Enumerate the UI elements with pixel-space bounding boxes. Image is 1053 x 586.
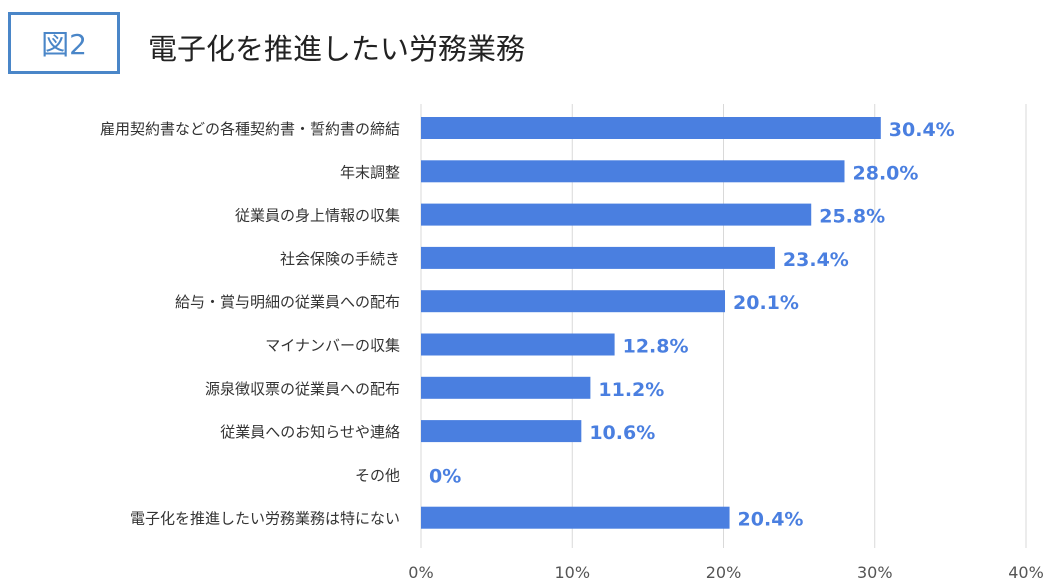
category-label: 電子化を推進したい労務業務は特にない [130,510,400,528]
chart-title: 電子化を推進したい労務業務 [148,32,526,66]
value-label: 11.2% [598,379,664,401]
x-tick-label: 0% [408,563,433,582]
bar [421,290,726,313]
bar [421,246,775,269]
bar [421,376,591,399]
bar [421,203,812,226]
value-label: 10.6% [589,422,655,444]
value-label: 28.0% [853,162,919,184]
value-label: 12.8% [623,336,689,358]
x-tick-label: 20% [706,563,742,582]
x-tick-label: 30% [857,563,893,582]
bar [421,333,615,356]
category-label: 給与・賞与明細の従業員への配布 [175,293,400,311]
value-label: 20.4% [738,509,804,531]
category-label: マイナンバーの収集 [265,337,400,355]
value-label: 23.4% [783,249,849,271]
category-label: 年末調整 [340,163,400,181]
category-label: 雇用契約書などの各種契約書・誓約書の締結 [100,120,400,138]
category-label: その他 [355,466,400,484]
value-label: 20.1% [733,292,799,314]
figure-badge: 図2 [8,12,120,74]
x-tick-label: 10% [554,563,590,582]
category-label: 源泉徴収票の従業員への配布 [205,380,400,398]
category-label: 従業員へのお知らせや連絡 [220,423,400,441]
bar [421,160,845,183]
category-label: 社会保険の手続き [280,250,400,268]
value-label: 25.8% [819,206,885,228]
figure-label: 図2 [41,28,87,61]
value-label: 30.4% [889,119,955,141]
x-tick-label: 40% [1008,563,1044,582]
value-label: 0% [429,465,461,487]
bar [421,117,881,139]
bar [421,506,730,529]
category-label: 従業員の身上情報の収集 [235,207,400,225]
bar [421,420,582,443]
